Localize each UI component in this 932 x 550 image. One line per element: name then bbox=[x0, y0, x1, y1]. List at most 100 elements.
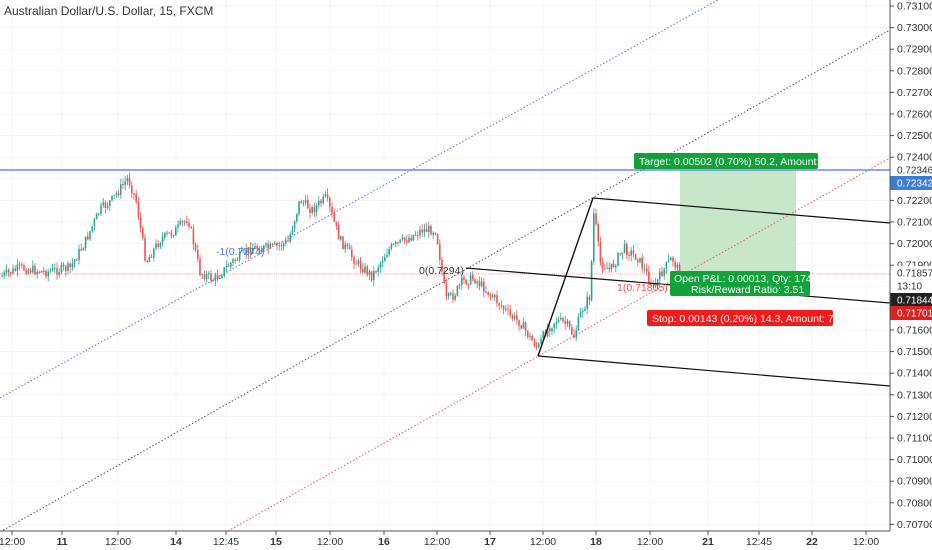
candle-body bbox=[249, 247, 252, 254]
open-pnl-box[interactable] bbox=[670, 271, 810, 296]
candle-body bbox=[428, 225, 430, 233]
price-tag bbox=[890, 306, 932, 320]
fib-label-blue: -1(0.7274) bbox=[216, 246, 264, 258]
time-label: 17 bbox=[484, 536, 496, 548]
candle-body bbox=[432, 232, 434, 235]
candle-body bbox=[155, 243, 157, 249]
candle-body bbox=[665, 261, 668, 269]
candle-body bbox=[216, 275, 219, 279]
candle-body bbox=[392, 244, 395, 246]
candle-body bbox=[491, 295, 494, 298]
target-info-box[interactable] bbox=[634, 153, 818, 169]
candle-body bbox=[144, 237, 146, 261]
price-label: 0.72700 bbox=[897, 87, 932, 99]
candle-body bbox=[654, 282, 657, 286]
red-dotted-trendline[interactable] bbox=[227, 157, 891, 532]
candle-body bbox=[142, 227, 144, 238]
candle-body bbox=[175, 227, 177, 236]
candle-body bbox=[612, 263, 615, 268]
candle-body bbox=[419, 229, 421, 236]
gray-dotted-trendline[interactable] bbox=[0, 29, 891, 533]
candle-body bbox=[12, 268, 14, 274]
candle-body bbox=[238, 251, 241, 260]
candle-body bbox=[502, 306, 505, 310]
candle-body bbox=[25, 270, 27, 274]
candle-body bbox=[197, 249, 199, 259]
candle-body bbox=[351, 249, 353, 257]
time-axis-labels: 12:00 11 12:00 14 12:45 15 12:00 16 12:00 17 12:00… bbox=[0, 531, 879, 548]
candle-body bbox=[509, 309, 511, 316]
candle-body bbox=[109, 200, 111, 206]
pitchfork-drawing[interactable] bbox=[465, 197, 891, 387]
candle-body bbox=[230, 262, 232, 267]
time-axis[interactable] bbox=[0, 531, 932, 550]
candle-body bbox=[353, 256, 355, 264]
candle-body bbox=[320, 200, 322, 204]
candle-body bbox=[179, 221, 181, 225]
candle-body bbox=[32, 265, 34, 273]
candle-body bbox=[62, 264, 65, 267]
candle-body bbox=[348, 246, 351, 250]
candle-body bbox=[219, 277, 221, 279]
candle-body bbox=[520, 325, 522, 329]
candle-body bbox=[412, 234, 415, 241]
candle-body bbox=[648, 271, 650, 283]
candle-body bbox=[586, 296, 588, 309]
price-tag bbox=[890, 279, 932, 293]
candle-body bbox=[555, 321, 558, 324]
candle-body bbox=[590, 261, 593, 301]
candle-body bbox=[511, 315, 514, 319]
candle-body bbox=[120, 184, 122, 195]
candle-body bbox=[366, 266, 368, 275]
candle-body bbox=[45, 270, 47, 277]
candle-body bbox=[571, 326, 573, 335]
blue-dotted-trendline[interactable] bbox=[0, 0, 719, 399]
candle-body bbox=[117, 193, 120, 195]
candle-body bbox=[480, 281, 483, 287]
candle-body bbox=[386, 254, 388, 258]
candle-body bbox=[131, 185, 133, 194]
candle-body bbox=[663, 268, 665, 277]
candle-body bbox=[619, 253, 621, 255]
target-zone[interactable] bbox=[680, 170, 796, 274]
time-label: 12:00 bbox=[105, 536, 131, 548]
pitchfork-upper-tine[interactable] bbox=[592, 197, 891, 224]
candle-body bbox=[126, 177, 129, 182]
candle-body bbox=[84, 236, 87, 249]
time-label: 14 bbox=[170, 536, 182, 548]
candle-body bbox=[472, 274, 474, 280]
candle-body bbox=[551, 328, 553, 332]
candle-body bbox=[225, 266, 228, 268]
candle-body bbox=[210, 273, 212, 281]
candle-body bbox=[379, 262, 382, 268]
pitchfork-lower-tine[interactable] bbox=[537, 355, 891, 387]
candle-body bbox=[269, 243, 272, 249]
candle-body bbox=[478, 281, 481, 287]
candle-body bbox=[606, 267, 608, 269]
candle-body bbox=[676, 264, 679, 268]
candle-body bbox=[560, 317, 562, 320]
candle-body bbox=[632, 250, 635, 254]
candlestick-series[interactable] bbox=[1, 172, 681, 350]
candle-body bbox=[188, 223, 190, 227]
stop-info-box[interactable] bbox=[647, 310, 833, 326]
candle-body bbox=[291, 229, 294, 235]
candle-body bbox=[194, 244, 197, 250]
candle-body bbox=[670, 257, 672, 261]
candle-body bbox=[423, 228, 426, 233]
candle-body bbox=[54, 268, 56, 270]
candle-body bbox=[192, 228, 195, 245]
candle-body bbox=[485, 291, 487, 293]
vertical-gridlines bbox=[11, 0, 867, 531]
candle-body bbox=[628, 254, 630, 256]
candle-body bbox=[377, 267, 379, 273]
candle-body bbox=[304, 199, 307, 203]
candle-body bbox=[234, 259, 236, 261]
price-label: 0.72800 bbox=[897, 65, 932, 77]
candle-body bbox=[133, 193, 135, 195]
candle-body bbox=[601, 262, 604, 269]
candle-body bbox=[436, 234, 439, 245]
candle-body bbox=[421, 229, 423, 233]
candle-body bbox=[597, 223, 599, 242]
